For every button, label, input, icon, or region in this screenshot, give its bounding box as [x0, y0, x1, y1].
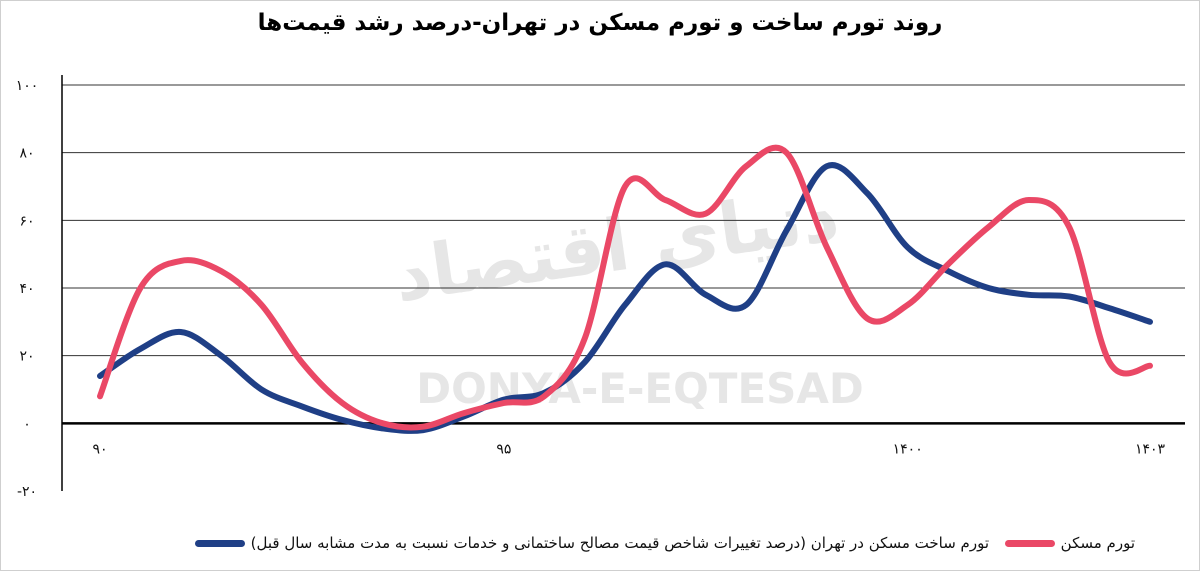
watermark: دنیای اقتصاد DONYA-E-EQTESAD — [389, 173, 864, 413]
y-tick-label: ۴۰ — [19, 281, 34, 297]
legend-label-construction-inflation: تورم ساخت مسکن در تهران (درصد تغییرات شا… — [250, 534, 989, 552]
series-lines — [97, 144, 1153, 434]
legend-label-housing-inflation: تورم مسکن — [1060, 534, 1135, 552]
x-tick-label: ۱۴۰۳ — [1135, 441, 1166, 457]
x-tick-label: ۱۴۰۰ — [893, 441, 923, 457]
legend-item-construction-inflation: تورم ساخت مسکن در تهران (درصد تغییرات شا… — [194, 534, 989, 552]
legend-swatch-construction-inflation — [194, 539, 245, 547]
x-tick-label: ۹۰ — [92, 441, 107, 457]
x-tick-label: ۹۵ — [496, 441, 511, 457]
axes: -۲۰ ۰ ۲۰ ۴۰ ۶۰ ۸۰ ۱۰۰ ۹۰ ۹۵ ۱۴۰۰ ۱۴۰۳ — [16, 75, 1166, 500]
y-tick-label: ۶۰ — [19, 213, 34, 229]
y-tick-label: ۸۰ — [19, 146, 34, 162]
legend-swatch-housing-inflation — [1004, 539, 1055, 547]
y-tick-label: ۱۰۰ — [16, 78, 39, 94]
y-tick-label: -۲۰ — [17, 484, 37, 500]
series-line-construction-inflation — [97, 162, 1153, 434]
y-tick-label: ۲۰ — [19, 349, 34, 365]
chart-title: روند تورم ساخت و تورم مسکن در تهران-درصد… — [257, 10, 943, 36]
y-tick-label: ۰ — [23, 416, 31, 432]
series-line-housing-inflation — [97, 144, 1153, 431]
legend-item-housing-inflation: تورم مسکن — [1004, 534, 1135, 552]
legend: تورم مسکن تورم ساخت مسکن در تهران (درصد … — [0, 534, 1200, 564]
